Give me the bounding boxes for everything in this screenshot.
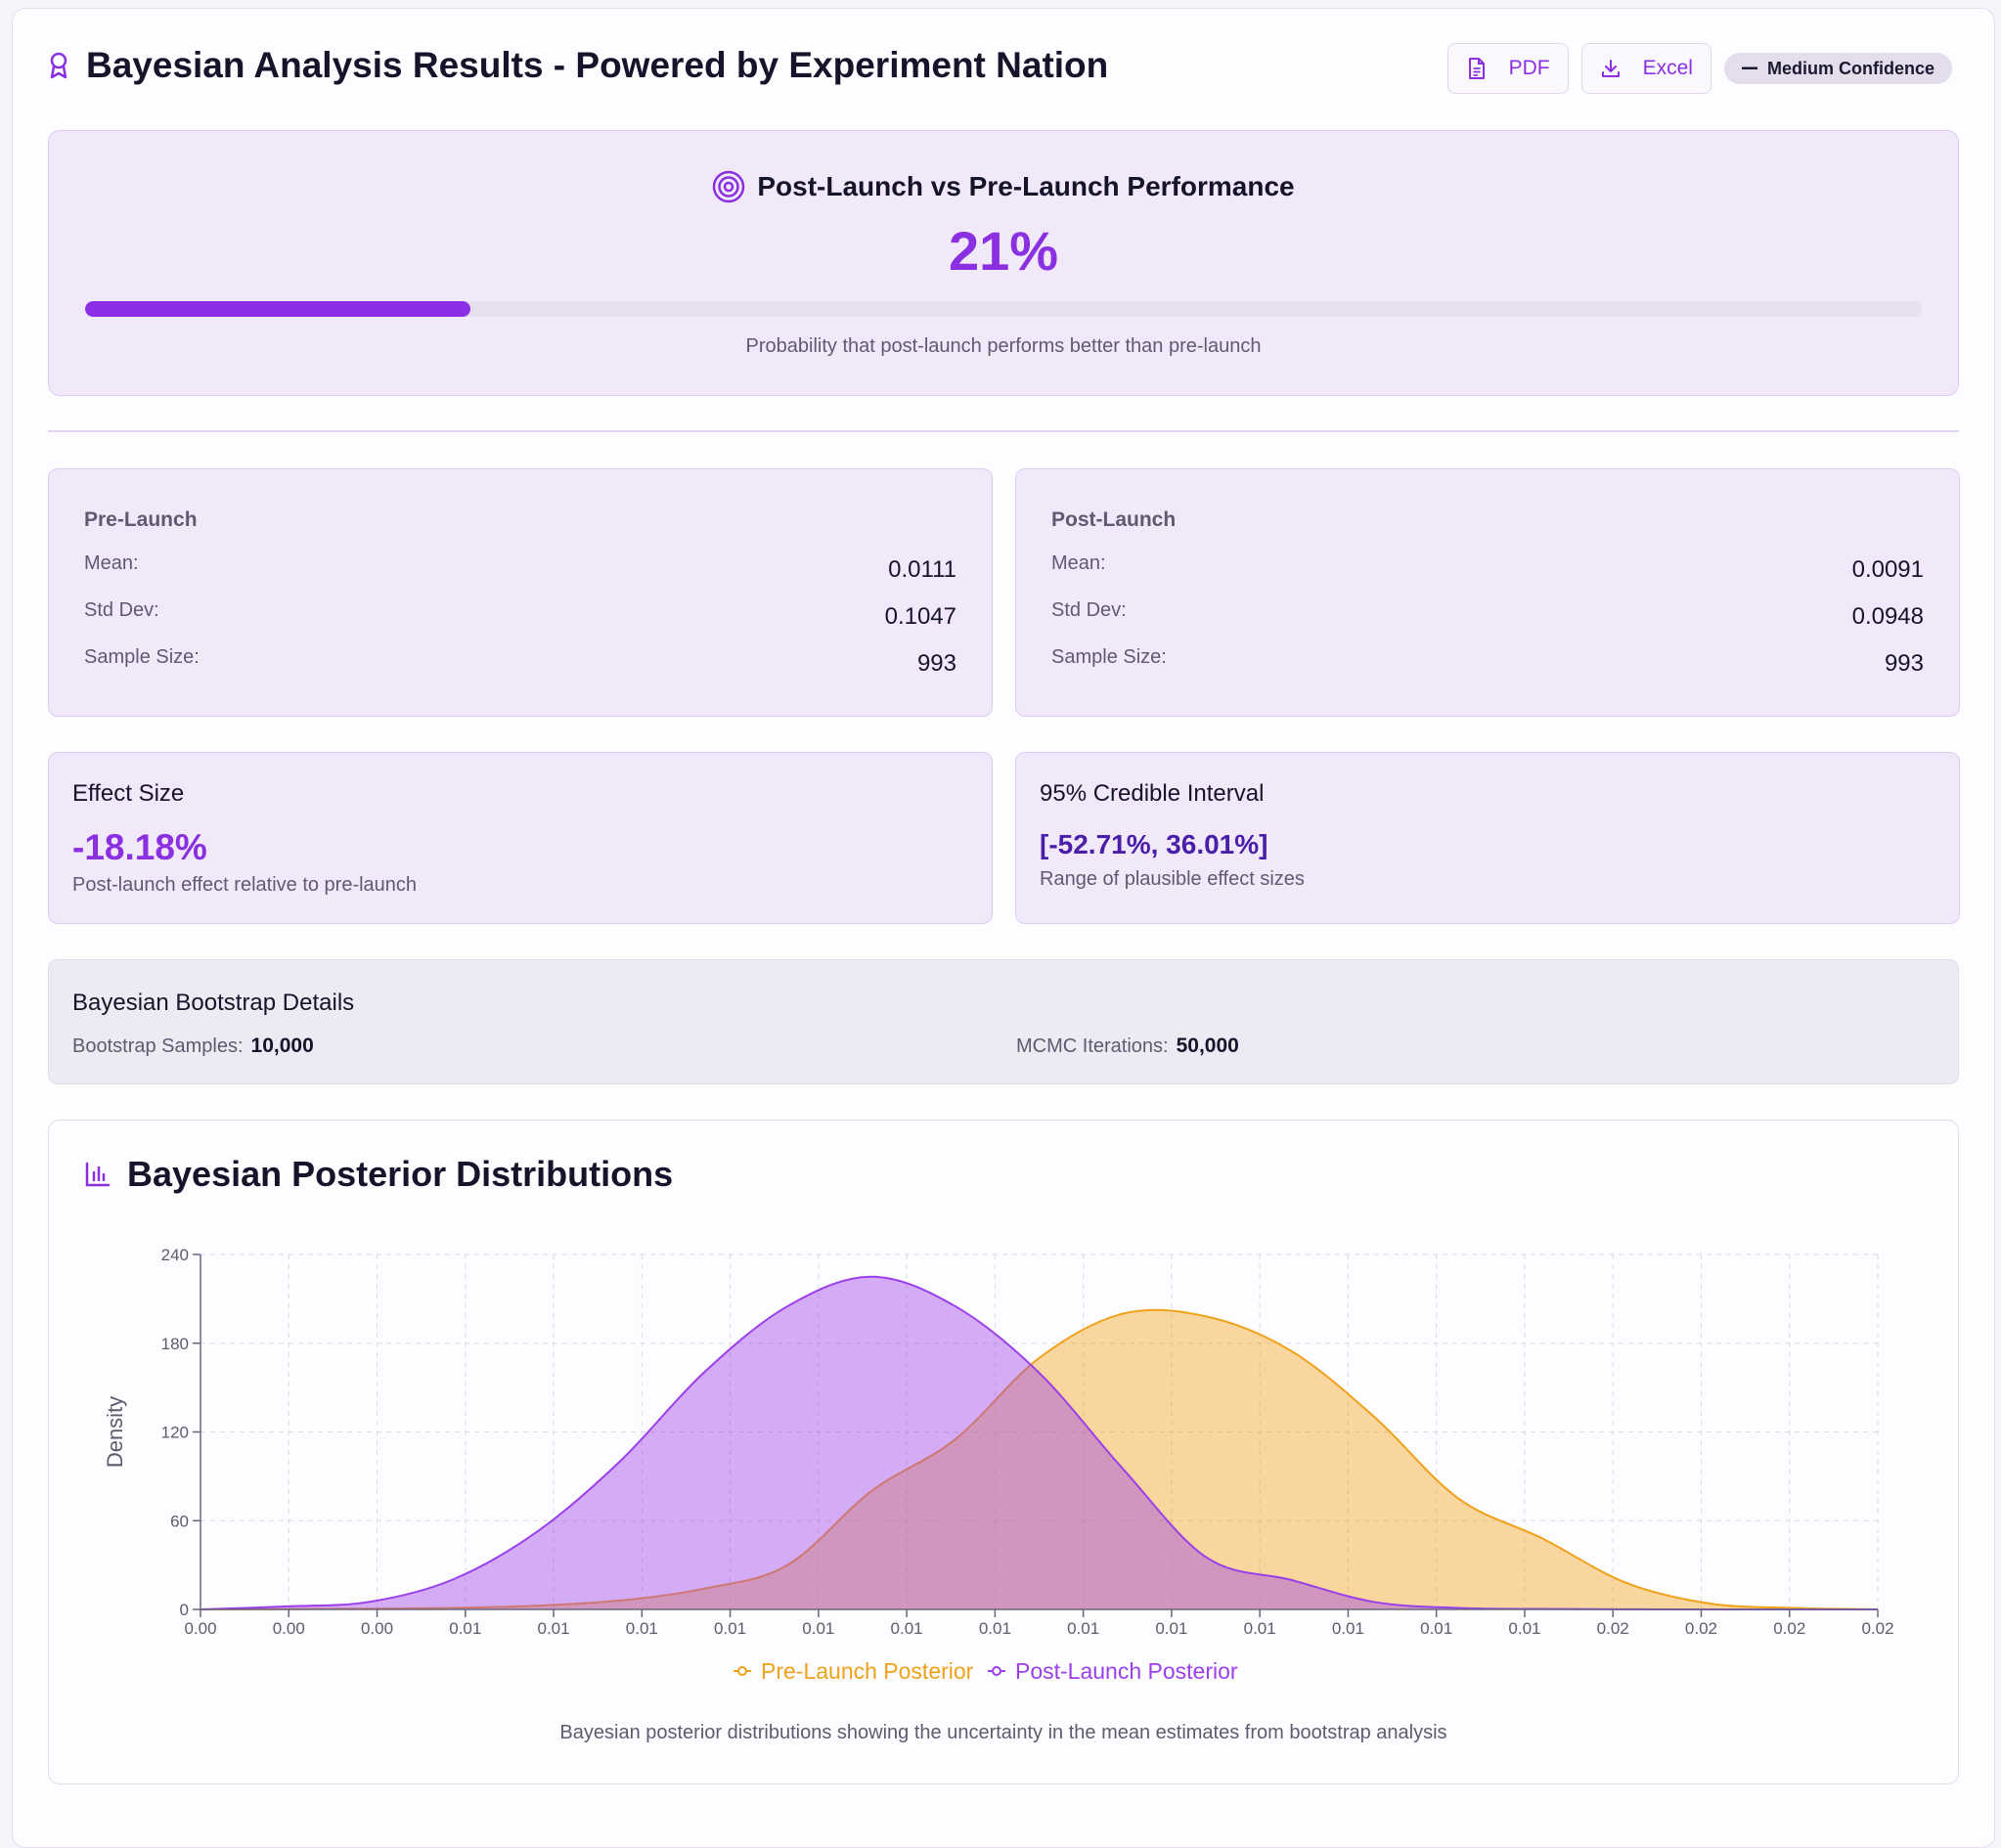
credible-interval-value: [-52.71%, 36.01%] <box>1040 829 1268 859</box>
excel-export-button[interactable]: Excel <box>1580 43 1712 94</box>
x-tick-label: 0.01 <box>891 1619 923 1638</box>
x-tick-label: 0.01 <box>1244 1619 1276 1638</box>
x-tick-label: 0.01 <box>1067 1619 1099 1638</box>
chart-header: Bayesian Posterior Distributions <box>84 1154 673 1195</box>
target-icon <box>713 170 745 203</box>
post-mean-label: Mean: <box>1051 552 1106 574</box>
bootstrap-samples-value: 10,000 <box>250 1034 314 1057</box>
series-area-pre-launch <box>200 1309 1878 1609</box>
post-launch-title: Post-Launch <box>1051 508 1177 531</box>
file-text-icon <box>1468 58 1485 79</box>
probability-bar <box>85 301 1922 317</box>
pre-std-label: Std Dev: <box>84 599 159 621</box>
legend-swatch-dot <box>737 1666 747 1676</box>
x-tick-label: 0.01 <box>538 1619 570 1638</box>
legend-label: Post-Launch Posterior <box>1015 1658 1238 1684</box>
x-tick-label: 0.02 <box>1685 1619 1717 1638</box>
pre-std-value: 0.1047 <box>884 603 956 630</box>
download-icon <box>1601 60 1620 77</box>
credible-interval-title: 95% Credible Interval <box>1040 780 1265 807</box>
legend-label: Pre-Launch Posterior <box>761 1658 974 1684</box>
pre-launch-stats: Pre-Launch Mean: 0.0111 Std Dev: 0.1047 … <box>48 468 993 717</box>
chart-caption: Bayesian posterior distributions showing… <box>559 1722 1447 1743</box>
mcmc-iterations-value: 50,000 <box>1176 1034 1239 1057</box>
x-tick-label: 0.01 <box>626 1619 658 1638</box>
posterior-chart: 0 60 120 180 240 0.00 0.00 0.00 0.01 0.01 0.01 0.01… <box>103 1246 1894 1684</box>
series-line-pre-launch <box>200 1308 1879 1610</box>
confidence-label: Medium Confidence <box>1766 58 1934 78</box>
x-tick-label: 0.01 <box>802 1619 834 1638</box>
credible-interval-panel: 95% Credible Interval [-52.71%, 36.01%] … <box>1015 752 1960 924</box>
legend-swatch-dot <box>992 1666 1001 1676</box>
bootstrap-samples: Bootstrap Samples: 10,000 <box>72 1034 314 1058</box>
page-title: Bayesian Analysis Results - Powered by E… <box>86 45 1109 85</box>
effect-size-title: Effect Size <box>72 780 185 807</box>
probability-caption: Probability that post-launch performs be… <box>745 335 1262 357</box>
bootstrap-samples-label: Bootstrap Samples: <box>72 1035 244 1057</box>
x-tick-label: 0.01 <box>1155 1619 1187 1638</box>
minus-icon <box>1741 66 1757 69</box>
x-tick-label: 0.02 <box>1773 1619 1805 1638</box>
x-tick-label: 0.00 <box>273 1619 305 1638</box>
post-std-value: 0.0948 <box>1851 603 1924 630</box>
y-tick-label: 60 <box>170 1512 189 1530</box>
y-tick-label: 120 <box>161 1424 189 1442</box>
pre-n-label: Sample Size: <box>84 646 200 668</box>
y-axis-label: Density <box>103 1396 127 1468</box>
x-tick-label: 0.01 <box>714 1619 746 1638</box>
excel-label: Excel <box>1642 57 1693 79</box>
effect-size-panel: Effect Size -18.18% Post-launch effect r… <box>48 752 993 924</box>
post-mean-value: 0.0091 <box>1851 556 1924 583</box>
x-tick-label: 0.02 <box>1861 1619 1893 1638</box>
chart-legend: Pre-Launch Posterior Post-Launch Posterio… <box>734 1658 1238 1684</box>
posterior-chart-card: Bayesian Posterior Distributions 0 60 120 1… <box>48 1120 1959 1784</box>
probability-value: 21% <box>948 220 1059 282</box>
pre-mean-value: 0.0111 <box>888 556 956 583</box>
x-tick-label: 0.00 <box>361 1619 393 1638</box>
pre-n-value: 993 <box>916 650 956 677</box>
probability-panel: Post-Launch vs Pre-Launch Performance 21… <box>48 130 1959 396</box>
x-tick-label: 0.01 <box>1332 1619 1364 1638</box>
bar-chart-icon <box>85 1162 111 1187</box>
mcmc-iterations: MCMC Iterations: 50,000 <box>1016 1034 1239 1058</box>
bootstrap-title: Bayesian Bootstrap Details <box>72 990 355 1016</box>
x-tick-label: 0.01 <box>449 1619 481 1638</box>
pre-mean-label: Mean: <box>84 552 139 574</box>
x-tick-label: 0.01 <box>979 1619 1011 1638</box>
x-tick-label: 0.01 <box>1508 1619 1540 1638</box>
y-tick-label: 240 <box>161 1246 189 1264</box>
probability-bar-fill <box>85 301 471 317</box>
post-launch-stats: Post-Launch Mean: 0.0091 Std Dev: 0.0948… <box>1015 468 1960 717</box>
pdf-label: PDF <box>1508 57 1550 79</box>
mcmc-iterations-label: MCMC Iterations: <box>1016 1035 1169 1057</box>
probability-heading: Post-Launch vs Pre-Launch Performance <box>757 171 1295 201</box>
bootstrap-details-panel: Bayesian Bootstrap Details Bootstrap Sam… <box>48 959 1959 1084</box>
pre-launch-title: Pre-Launch <box>84 508 198 531</box>
confidence-badge: Medium Confidence <box>1723 53 1952 84</box>
section-divider <box>48 430 1959 432</box>
post-n-label: Sample Size: <box>1051 646 1167 668</box>
x-tick-label: 0.00 <box>184 1619 216 1638</box>
credible-interval-desc: Range of plausible effect sizes <box>1040 868 1305 890</box>
y-tick-label: 0 <box>180 1601 189 1619</box>
post-std-label: Std Dev: <box>1051 599 1127 621</box>
pdf-export-button[interactable]: PDF <box>1446 43 1569 94</box>
effect-size-value: -18.18% <box>72 827 207 867</box>
series-area-post-launch <box>200 1276 1878 1610</box>
effect-size-desc: Post-launch effect relative to pre-launc… <box>72 874 418 896</box>
post-n-value: 993 <box>1884 650 1924 677</box>
award-icon <box>50 52 67 79</box>
x-tick-label: 0.02 <box>1597 1619 1629 1638</box>
x-tick-label: 0.01 <box>1420 1619 1452 1638</box>
page-header: Bayesian Analysis Results - Powered by E… <box>47 45 1108 86</box>
y-tick-label: 180 <box>161 1335 189 1353</box>
chart-title: Bayesian Posterior Distributions <box>127 1154 674 1194</box>
